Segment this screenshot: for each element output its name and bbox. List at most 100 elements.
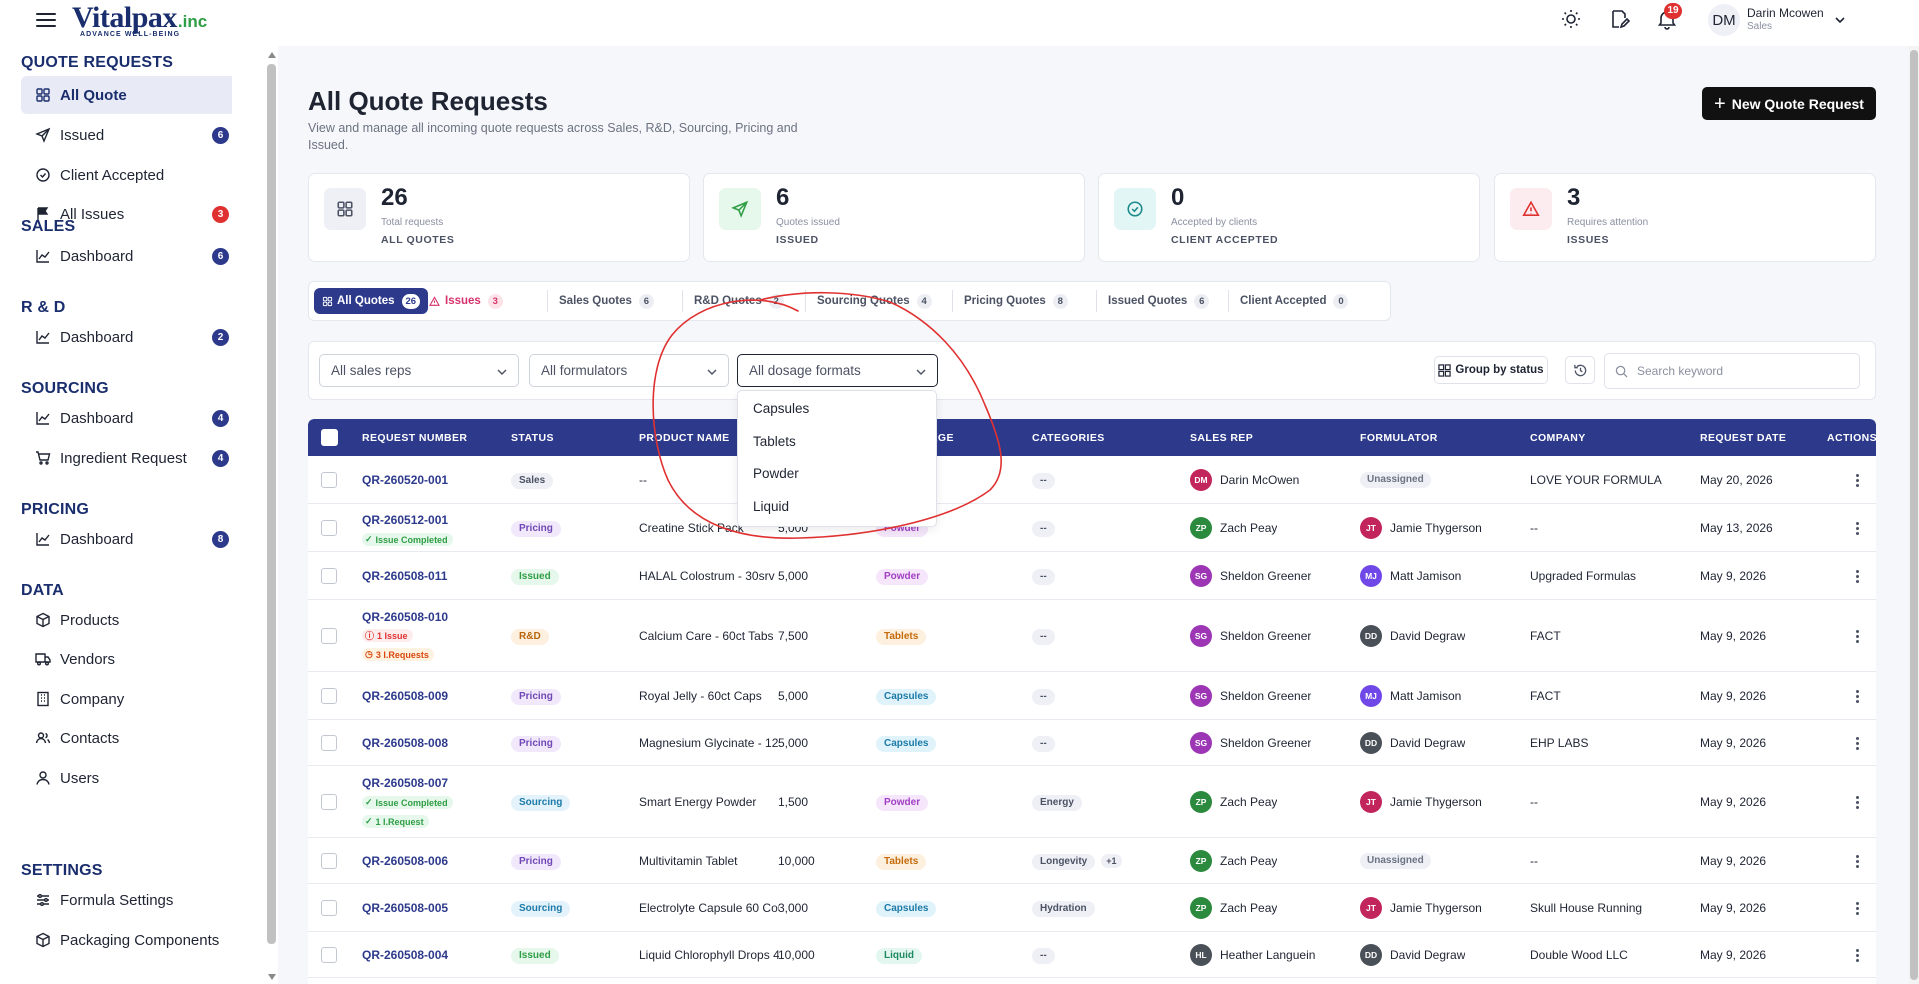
sidebar-item-vendors[interactable]: Vendors [21, 640, 232, 678]
stat-card-issues[interactable]: 3 Requires attention ISSUES [1494, 173, 1876, 262]
sun-icon[interactable] [1559, 7, 1583, 31]
group-by-status-button[interactable]: Group by status [1434, 356, 1548, 384]
sidebar-scrollbar[interactable] [267, 50, 277, 982]
row-checkbox[interactable] [321, 853, 337, 869]
table-row[interactable]: QR-260508-009 Pricing Royal Jelly - 60ct… [308, 672, 1876, 720]
request-number-link[interactable]: QR-260508-010 [362, 610, 449, 624]
search-box[interactable] [1604, 353, 1860, 389]
stat-card-all-quotes[interactable]: 26 Total requests ALL QUOTES [308, 173, 690, 262]
sidebar-item-company[interactable]: Company [21, 680, 232, 718]
sidebar-item-issued[interactable]: Issued 6 [21, 116, 232, 154]
dosage-option-tablets[interactable]: Tablets [753, 434, 796, 449]
row-actions-icon[interactable] [1848, 471, 1866, 489]
row-checkbox[interactable] [321, 688, 337, 704]
th-status[interactable]: STATUS [511, 432, 554, 444]
tab-issued-quotes[interactable]: Issued Quotes 6 [1108, 288, 1210, 314]
th-categories[interactable]: CATEGORIES [1032, 432, 1105, 444]
tab-pricing-quotes[interactable]: Pricing Quotes 8 [964, 288, 1068, 314]
sidebar-item-dashboard[interactable]: Dashboard 6 [21, 237, 232, 275]
sidebar-item-contacts[interactable]: Contacts [21, 719, 232, 757]
stat-card-issued[interactable]: 6 Quotes issued ISSUED [703, 173, 1085, 262]
sidebar-item-all-quote[interactable]: All Quote [21, 76, 232, 114]
sidebar-item-packaging-components[interactable]: Packaging Components [21, 921, 232, 959]
row-checkbox[interactable] [321, 947, 337, 963]
table-row[interactable]: QR-260508-006 Pricing Multivitamin Table… [308, 838, 1876, 884]
stat-card-client-accepted[interactable]: 0 Accepted by clients CLIENT ACCEPTED [1098, 173, 1480, 262]
request-number-link[interactable]: QR-260508-005 [362, 901, 449, 915]
row-actions-icon[interactable] [1848, 627, 1866, 645]
sidebar-item-ingredient-request[interactable]: Ingredient Request 4 [21, 439, 232, 477]
scroll-thumb[interactable] [267, 64, 276, 944]
row-checkbox[interactable] [321, 735, 337, 751]
reset-history-button[interactable] [1565, 356, 1595, 384]
page-scroll-thumb[interactable] [1910, 50, 1918, 980]
tab-sales-quotes[interactable]: Sales Quotes 6 [559, 288, 654, 314]
sidebar-item-dashboard[interactable]: Dashboard 8 [21, 520, 232, 558]
new-quote-request-button[interactable]: + New Quote Request [1702, 87, 1876, 120]
row-actions-icon[interactable] [1848, 567, 1866, 585]
th-request-date[interactable]: REQUEST DATE [1700, 432, 1787, 444]
dosage-option-capsules[interactable]: Capsules [753, 401, 810, 416]
table-row[interactable]: QR-260508-005 Sourcing Electrolyte Capsu… [308, 884, 1876, 932]
user-menu[interactable]: DM Darin Mcowen Sales [1708, 4, 1846, 36]
table-row[interactable]: QR-260512-001 ✓ Issue Completed Pricing Cr… [308, 504, 1876, 552]
tab-r-d-quotes[interactable]: R&D Quotes 2 [694, 288, 784, 314]
sidebar-item-products[interactable]: Products [21, 601, 232, 639]
th-formulator[interactable]: FORMULATOR [1360, 432, 1438, 444]
row-actions-icon[interactable] [1848, 946, 1866, 964]
search-input[interactable] [1637, 364, 1837, 378]
sidebar-item-all-issues[interactable]: All Issues 3 [21, 195, 232, 233]
formulators-select[interactable]: All formulators [529, 354, 729, 387]
row-checkbox[interactable] [321, 568, 337, 584]
scroll-up-icon[interactable] [268, 52, 276, 58]
sidebar-item-dashboard[interactable]: Dashboard 4 [21, 399, 232, 437]
dosage-formats-select[interactable]: All dosage formats [737, 354, 938, 387]
row-checkbox[interactable] [321, 628, 337, 644]
menu-icon[interactable] [36, 10, 56, 30]
row-actions-icon[interactable] [1848, 687, 1866, 705]
select-all-checkbox[interactable] [321, 429, 338, 446]
dosage-option-liquid[interactable]: Liquid [753, 499, 790, 514]
tab-client-accepted[interactable]: Client Accepted 0 [1240, 288, 1349, 314]
tab-all-quotes[interactable]: All Quotes 26 [314, 288, 429, 314]
request-number-link[interactable]: QR-260508-006 [362, 854, 449, 868]
row-actions-icon[interactable] [1848, 734, 1866, 752]
row-checkbox[interactable] [321, 900, 337, 916]
table-row[interactable]: QR-260508-004 Issued Liquid Chlorophyll … [308, 932, 1876, 978]
scroll-down-icon[interactable] [268, 974, 276, 980]
sidebar-item-dashboard[interactable]: Dashboard 2 [21, 318, 232, 356]
th-product-name[interactable]: PRODUCT NAME [639, 432, 730, 444]
page-scrollbar[interactable] [1909, 46, 1919, 984]
sales-reps-select[interactable]: All sales reps [319, 354, 519, 387]
th-request-number[interactable]: REQUEST NUMBER [362, 432, 468, 444]
tab-issues[interactable]: Issues 3 [429, 288, 503, 314]
dosage-option-powder[interactable]: Powder [753, 466, 799, 481]
th-actions[interactable]: ACTIONS [1827, 432, 1876, 444]
request-number-link[interactable]: QR-260508-007 [362, 776, 449, 790]
th-sales-rep[interactable]: SALES REP [1190, 432, 1254, 444]
sidebar-item-users[interactable]: Users [21, 759, 232, 797]
tab-sourcing-quotes[interactable]: Sourcing Quotes 4 [817, 288, 932, 314]
row-actions-icon[interactable] [1848, 899, 1866, 917]
row-actions-icon[interactable] [1848, 852, 1866, 870]
notes-edit-icon[interactable] [1607, 7, 1631, 31]
sidebar-item-client-accepted[interactable]: Client Accepted [21, 156, 232, 194]
request-number-link[interactable]: QR-260508-011 [362, 569, 448, 583]
th-company[interactable]: COMPANY [1530, 432, 1586, 444]
row-actions-icon[interactable] [1848, 793, 1866, 811]
logo[interactable]: Vitalpax.inc ADVANCE WELL-BEING [72, 2, 207, 39]
row-checkbox[interactable] [321, 520, 337, 536]
row-checkbox[interactable] [321, 794, 337, 810]
table-row[interactable]: QR-260508-010 ⓘ 1 Issue ◷ 3 I.Requests R&D C… [308, 600, 1876, 672]
sidebar-item-formula-settings[interactable]: Formula Settings [21, 881, 232, 919]
table-row[interactable]: QR-260508-007 ✓ Issue Completed ✓ 1 I.Reques… [308, 766, 1876, 838]
request-number-link[interactable]: QR-260508-008 [362, 736, 449, 750]
request-number-link[interactable]: QR-260508-004 [362, 948, 449, 962]
request-number-link[interactable]: QR-260512-001 [362, 513, 449, 527]
table-row[interactable]: QR-260508-008 Pricing Magnesium Glycinat… [308, 720, 1876, 766]
row-actions-icon[interactable] [1848, 519, 1866, 537]
request-number-link[interactable]: QR-260508-009 [362, 689, 449, 703]
row-checkbox[interactable] [321, 472, 337, 488]
table-row[interactable]: QR-260508-011 Issued HALAL Colostrum - 3… [308, 552, 1876, 600]
